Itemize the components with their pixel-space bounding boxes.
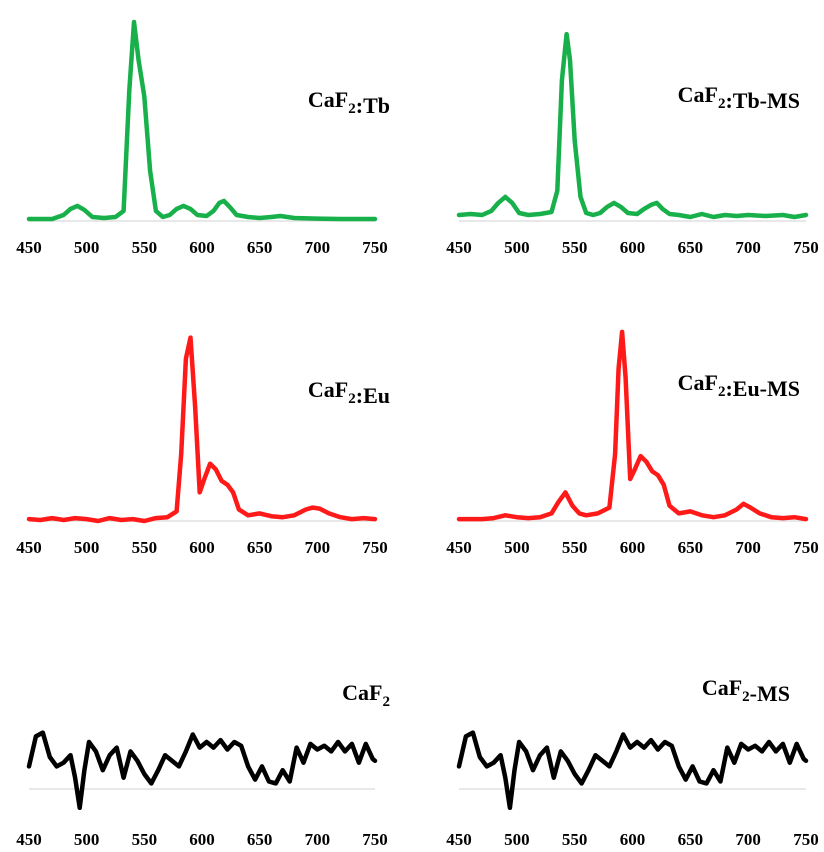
panel-title: CaF2:Tb <box>308 87 390 118</box>
x-tick-label: 700 <box>305 238 331 257</box>
x-tick-label: 750 <box>793 538 819 557</box>
spectrum-panel: 450 500 550 600 650 700 750 CaF2:Eu-MS <box>446 329 819 557</box>
x-tick-label: 750 <box>793 238 819 257</box>
x-tick-label: 650 <box>247 538 273 557</box>
x-tick-label: 700 <box>305 830 331 849</box>
x-tick-label: 600 <box>189 238 215 257</box>
panel-title: CaF2-MS <box>702 675 790 706</box>
spectrum-trace <box>26 335 378 524</box>
spectrum-trace <box>456 31 809 220</box>
x-tick-label: 600 <box>189 830 215 849</box>
x-tick-label: 750 <box>362 538 388 557</box>
x-tick-label: 450 <box>446 830 472 849</box>
spectrum-panel: 450 500 550 600 650 700 750 CaF2-MS <box>446 675 819 849</box>
x-tick-label: 700 <box>735 538 761 557</box>
spectrum-panel: 450 500 550 600 650 700 750 CaF2 <box>16 680 390 849</box>
x-tick-label: 450 <box>16 238 42 257</box>
x-tick-label: 700 <box>735 830 761 849</box>
x-tick-label: 600 <box>620 238 646 257</box>
spectrum-panel: 450 500 550 600 650 700 750 CaF2:Eu <box>16 335 390 557</box>
x-tick-label: 650 <box>678 238 704 257</box>
panel-title: CaF2 <box>342 680 390 710</box>
spectrum-panel: 450 500 550 600 650 700 750 CaF2:Tb-MS <box>446 31 819 257</box>
x-tick-label: 750 <box>362 238 388 257</box>
x-tick-label: 500 <box>504 238 530 257</box>
panel-title: CaF2:Tb-MS <box>678 82 800 113</box>
x-tick-label: 700 <box>305 538 331 557</box>
x-tick-label: 500 <box>74 830 100 849</box>
x-tick-label: 650 <box>678 538 704 557</box>
spectrum-trace <box>456 329 809 522</box>
x-tick-label: 550 <box>132 830 158 849</box>
spectrum-trace <box>26 19 378 222</box>
x-tick-label: 450 <box>16 538 42 557</box>
x-tick-label: 650 <box>247 238 273 257</box>
x-tick-label: 450 <box>16 830 42 849</box>
spectrum-trace <box>456 730 809 811</box>
x-tick-label: 650 <box>247 830 273 849</box>
x-tick-label: 450 <box>446 238 472 257</box>
x-tick-label: 550 <box>562 538 588 557</box>
x-tick-label: 750 <box>793 830 819 849</box>
x-tick-label: 450 <box>446 538 472 557</box>
x-tick-label: 500 <box>74 538 100 557</box>
x-tick-label: 550 <box>132 538 158 557</box>
x-tick-label: 650 <box>678 830 704 849</box>
spectrum-trace <box>26 730 378 811</box>
x-tick-label: 600 <box>189 538 215 557</box>
x-tick-label: 600 <box>620 538 646 557</box>
spectrum-panel: 450 500 550 600 650 700 750 CaF2:Tb <box>16 19 390 257</box>
x-tick-label: 550 <box>562 830 588 849</box>
x-tick-label: 550 <box>132 238 158 257</box>
x-tick-label: 750 <box>362 830 388 849</box>
x-tick-label: 500 <box>504 538 530 557</box>
panel-title: CaF2:Eu-MS <box>678 370 800 401</box>
x-tick-label: 500 <box>504 830 530 849</box>
x-tick-label: 600 <box>620 830 646 849</box>
x-tick-label: 700 <box>735 238 761 257</box>
x-tick-label: 550 <box>562 238 588 257</box>
panel-title: CaF2:Eu <box>308 377 390 408</box>
x-tick-label: 500 <box>74 238 100 257</box>
